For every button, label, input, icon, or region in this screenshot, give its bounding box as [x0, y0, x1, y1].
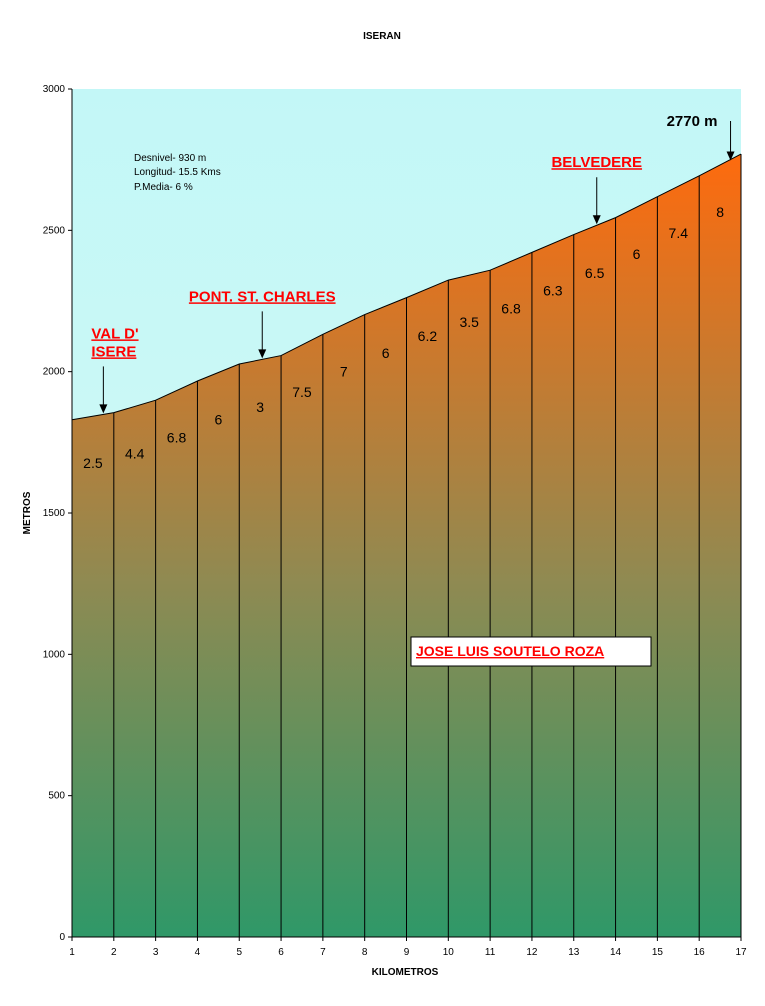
y-axis-ticks: 0 500 1000 1500 2000 2500 3000: [43, 84, 72, 943]
segment-gradient-label: 6.5: [585, 265, 605, 281]
segment-gradient-label: 6.3: [543, 282, 563, 298]
stat-longitud: Longitud- 15.5 Kms: [134, 167, 221, 178]
y-axis-title: METROS: [22, 491, 33, 534]
segment-gradient-label: 2.5: [83, 455, 103, 471]
y-tick-label: 2000: [43, 367, 66, 378]
x-tick-label: 10: [443, 947, 455, 958]
place-annotation: BELVEDERE: [551, 154, 642, 225]
y-tick-label: 500: [48, 791, 65, 802]
segment-gradient-label: 6: [633, 246, 641, 262]
x-tick-label: 4: [195, 947, 201, 958]
x-tick-label: 16: [694, 947, 706, 958]
place-annotations: VAL D'ISERE PONT. ST. CHARLES BELVEDERE: [91, 154, 642, 414]
place-label: BELVEDERE: [551, 154, 642, 171]
segment-gradient-label: 6: [382, 345, 390, 361]
y-tick-label: 0: [59, 932, 65, 943]
x-tick-label: 2: [111, 947, 117, 958]
segment-gradient-label: 4.4: [125, 445, 145, 461]
place-annotation: VAL D'ISERE: [91, 325, 139, 414]
place-label: PONT. ST. CHARLES: [189, 288, 336, 305]
summit-annotation: 2770 m: [667, 113, 735, 161]
place-annotation: PONT. ST. CHARLES: [189, 288, 336, 359]
author-box: JOSE LUIS SOUTELO ROZA: [410, 636, 652, 667]
author-label: JOSE LUIS SOUTELO ROZA: [416, 643, 604, 659]
segment-gradient-label: 6.8: [501, 300, 521, 316]
x-axis-title: KILOMETROS: [372, 967, 439, 978]
segment-gradient-label: 7.4: [669, 225, 689, 241]
x-tick-label: 14: [610, 947, 622, 958]
x-tick-label: 17: [735, 947, 747, 958]
x-tick-label: 12: [526, 947, 538, 958]
y-tick-label: 1000: [43, 649, 66, 660]
stat-pendiente: P.Media- 6 %: [134, 182, 193, 193]
y-tick-label: 3000: [43, 84, 66, 95]
summit-arrow-head: [726, 151, 735, 161]
y-tick-label: 2500: [43, 225, 66, 236]
segment-gradient-label: 3.5: [459, 314, 479, 330]
x-tick-label: 6: [278, 947, 284, 958]
segment-gradient-label: 8: [716, 204, 724, 220]
x-axis-ticks: 1 2 3 4 5 6 7 8 9 10 11 12 13 14 15 16 17: [69, 937, 747, 958]
place-label: ISERE: [91, 343, 136, 360]
segment-gradient-label: 7.5: [292, 384, 312, 400]
summit-elevation-label: 2770 m: [667, 113, 718, 130]
x-tick-label: 7: [320, 947, 326, 958]
x-tick-label: 5: [236, 947, 242, 958]
x-tick-label: 1: [69, 947, 75, 958]
stat-desnivel: Desnivel- 930 m: [134, 153, 206, 164]
segment-gradient-label: 6: [214, 412, 222, 428]
segment-gradient-label: 6.8: [167, 430, 187, 446]
x-tick-label: 3: [153, 947, 159, 958]
segment-gradient-label: 7: [340, 363, 348, 379]
place-arrow-head: [592, 215, 601, 225]
place-arrow-head: [99, 404, 108, 414]
place-arrow-head: [258, 349, 267, 359]
segment-gradient-label: 3: [256, 399, 264, 415]
segment-gradient-labels: 2.5 4.4 6.8 6 3 7.5 7 6 6.2 3.5 6.8 6.3 6.5 6 7.4 8: [83, 204, 724, 471]
x-tick-label: 15: [652, 947, 664, 958]
x-tick-label: 13: [568, 947, 580, 958]
chart-title: ISERAN: [363, 31, 401, 42]
segment-divider-layer: [113, 154, 742, 937]
place-label: VAL D': [91, 325, 138, 342]
x-tick-label: 11: [485, 947, 496, 958]
segment-gradient-label: 6.2: [418, 328, 438, 344]
x-tick-label: 8: [362, 947, 368, 958]
x-tick-label: 9: [404, 947, 410, 958]
author-box-frame: [410, 636, 652, 667]
y-tick-label: 1500: [43, 508, 66, 519]
stats-box: Desnivel- 930 m Longitud- 15.5 Kms P.Med…: [134, 153, 221, 193]
